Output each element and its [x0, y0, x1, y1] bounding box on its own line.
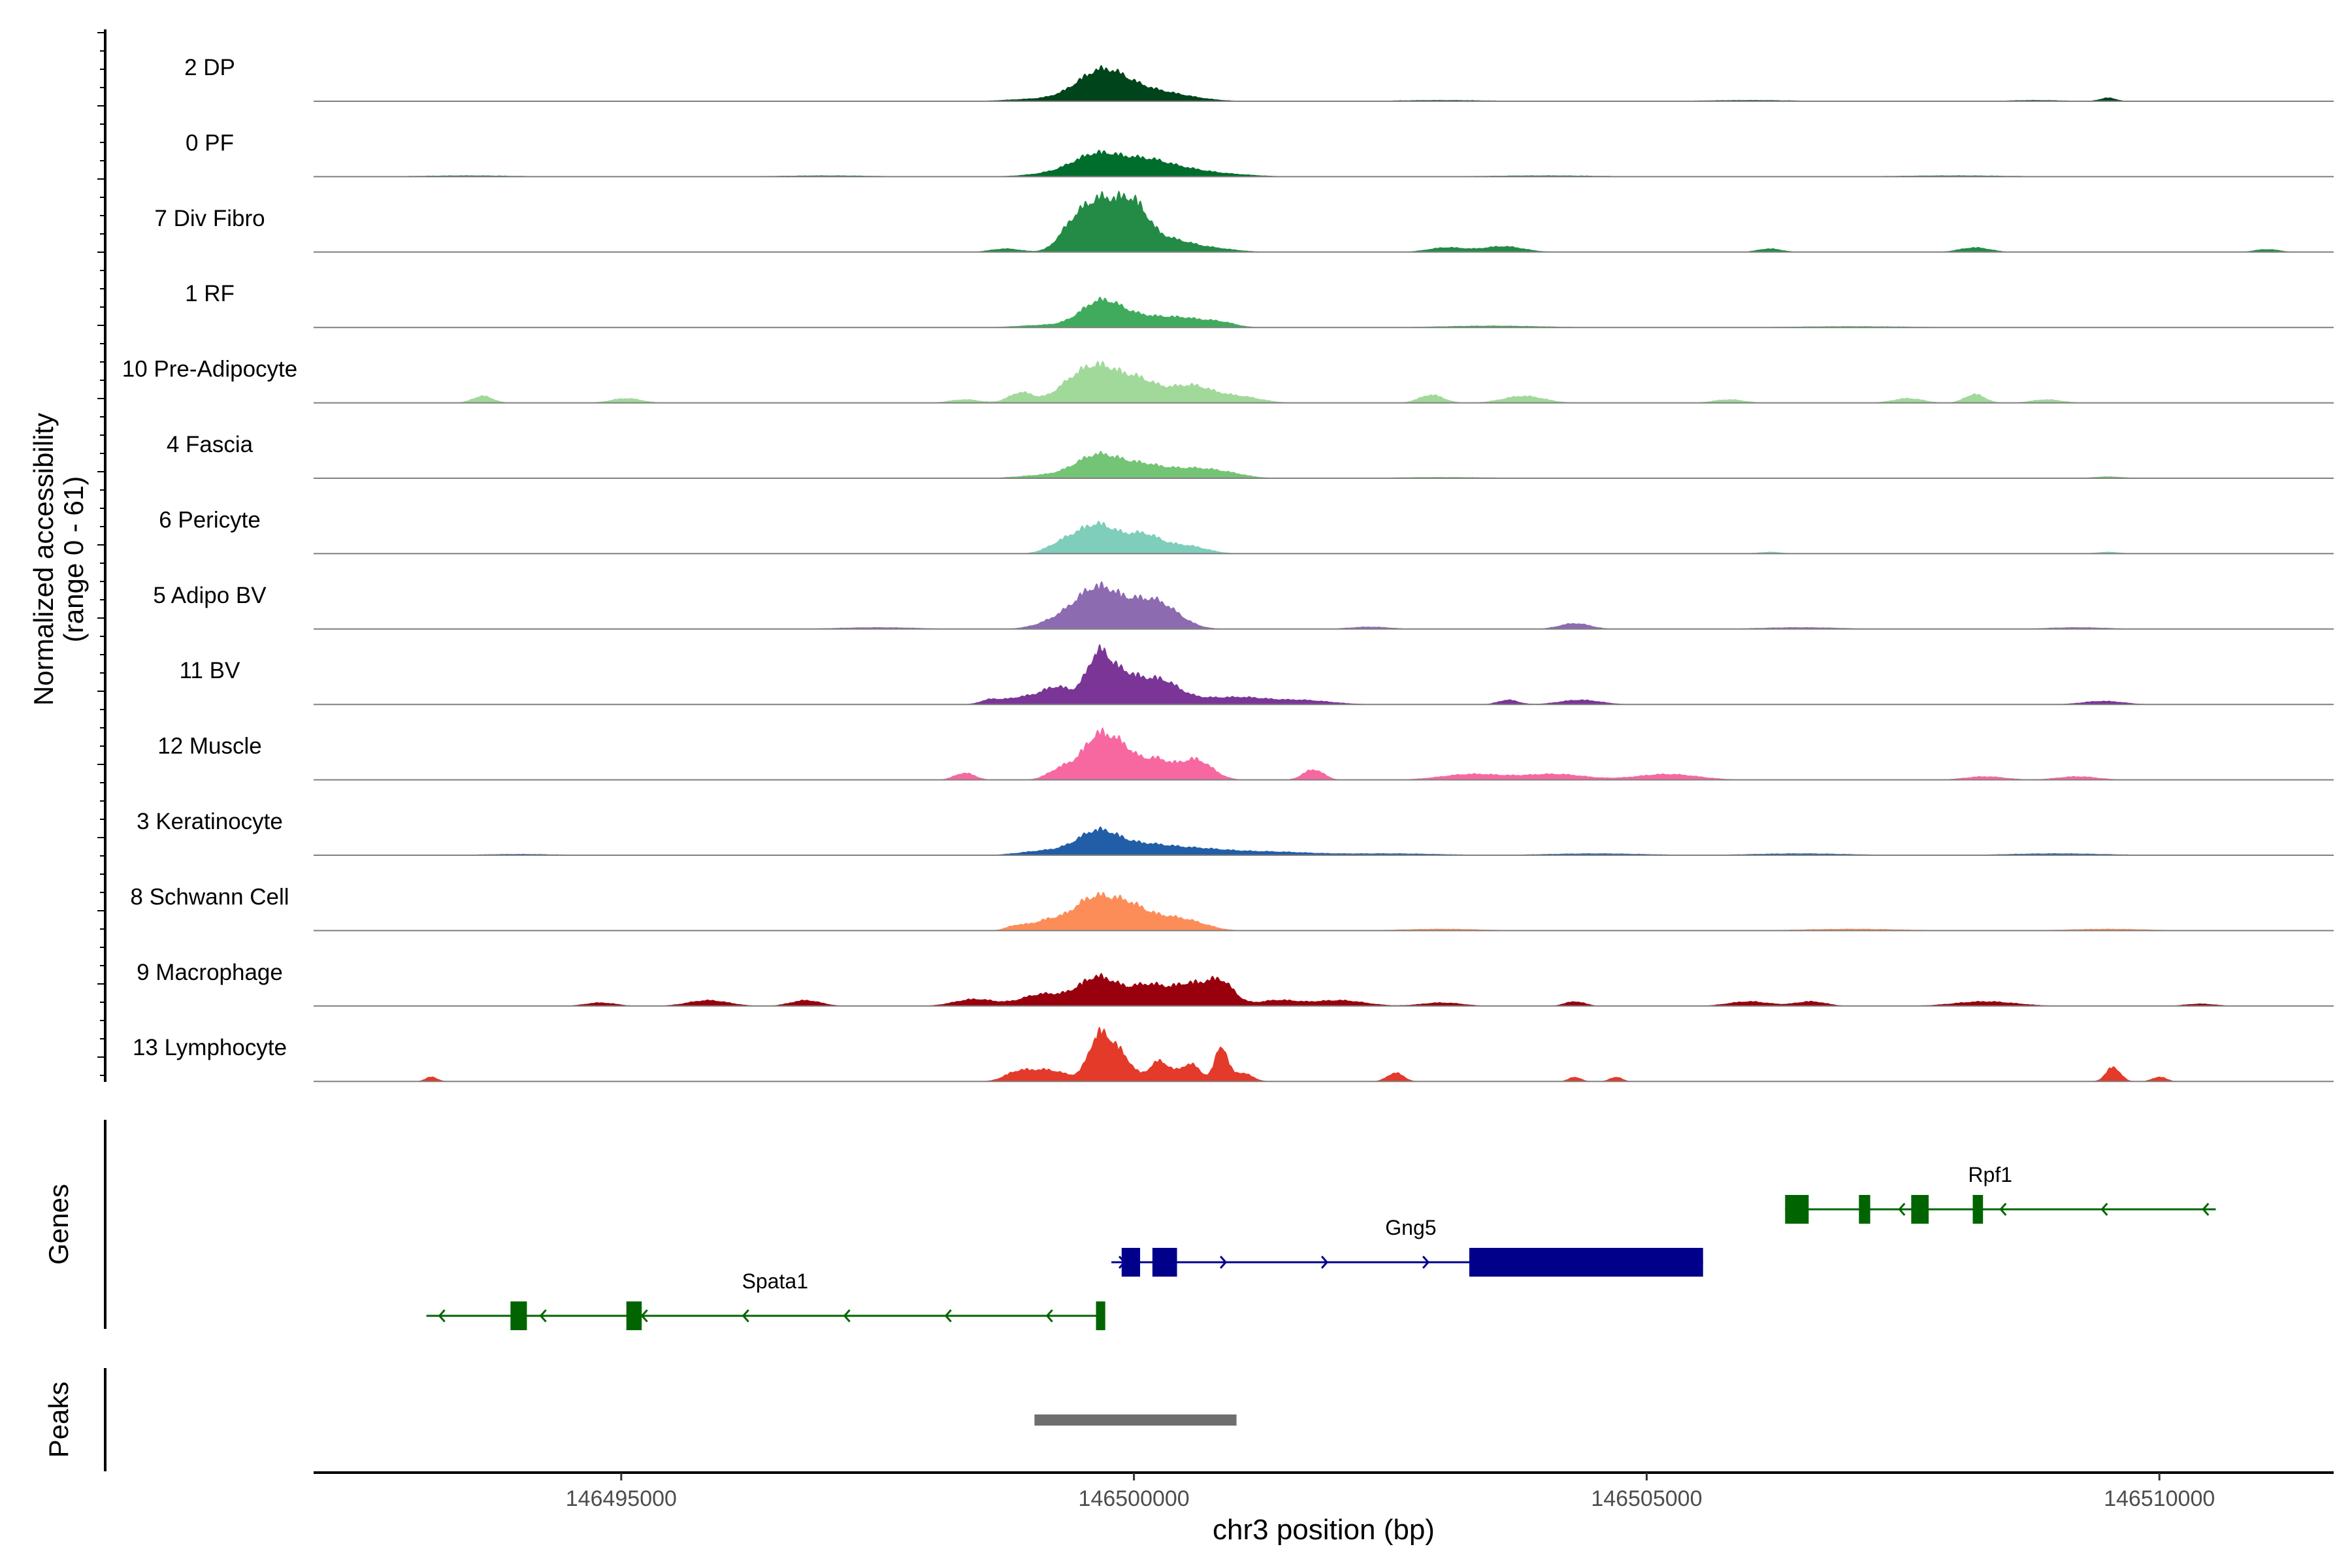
gene-label: Rpf1 — [1968, 1163, 2012, 1186]
gene-exon — [1469, 1248, 1703, 1277]
track-11: 3 Keratinocyte — [137, 809, 2334, 856]
track-14: 13 Lymphocyte — [133, 1026, 2334, 1083]
track-6: 4 Fascia — [167, 432, 2334, 479]
x-axis-label: chr3 position (bp) — [1213, 1514, 1435, 1546]
gene-exon — [1785, 1195, 1809, 1224]
gene-label: Gng5 — [1385, 1216, 1436, 1239]
track-coverage-area — [314, 520, 2334, 554]
strand-arrow — [640, 1309, 648, 1322]
x-tick-label: 146505000 — [1591, 1486, 1702, 1511]
x-axis-ticks: 146495000 146500000 146505000 146510000 — [566, 1473, 2215, 1511]
track-label: 0 PF — [186, 130, 234, 155]
gene-exon — [1859, 1195, 1870, 1224]
peaks-track-label: Peaks — [43, 1382, 74, 1458]
gene-exon — [1911, 1195, 1929, 1224]
track-label: 10 Pre-Adipocyte — [122, 357, 297, 382]
track-label: 7 Div Fibro — [154, 206, 265, 231]
track-label: 8 Schwann Cell — [130, 884, 289, 909]
track-4: 1 RF — [185, 281, 2334, 329]
x-tick-label: 146495000 — [566, 1486, 677, 1511]
strand-arrow — [1999, 1203, 2007, 1216]
peak-regions — [1034, 1414, 1237, 1426]
track-label: 12 Muscle — [157, 734, 262, 759]
gene-exon — [1152, 1248, 1177, 1277]
gene-exon — [510, 1301, 527, 1330]
gene-label: Spata1 — [742, 1269, 808, 1293]
gene-exon — [1972, 1195, 1984, 1224]
strand-arrow — [438, 1309, 446, 1322]
track-12: 8 Schwann Cell — [130, 884, 2334, 932]
gene-exon — [626, 1301, 642, 1330]
x-tick-label: 146500000 — [1079, 1486, 1190, 1511]
strand-arrow — [944, 1309, 952, 1322]
strand-arrow — [1045, 1309, 1053, 1322]
track-coverage-area — [314, 1026, 2334, 1082]
track-coverage-area — [314, 150, 2334, 177]
x-tick-label: 146510000 — [2104, 1486, 2215, 1511]
genes-track-label: Genes — [43, 1184, 74, 1265]
gene-exon — [1096, 1301, 1105, 1330]
gene-spata1: Spata1 — [426, 1269, 1105, 1330]
track-label: 1 RF — [185, 281, 235, 306]
coverage-tracks: 2 DP 0 PF 7 Div Fibro 1 RF 10 Pre-Adipocyte 4… — [122, 55, 2334, 1083]
peak-region — [1034, 1414, 1237, 1426]
gene-gng5: Gng5 — [1111, 1216, 1703, 1277]
strand-arrow — [1898, 1203, 1906, 1216]
track-13: 9 Macrophage — [137, 960, 2334, 1007]
track-7: 6 Pericyte — [159, 507, 2334, 555]
track-10: 12 Muscle — [157, 727, 2334, 781]
track-9: 11 BV — [180, 644, 2334, 706]
track-coverage-area — [314, 644, 2334, 705]
track-label: 11 BV — [180, 658, 240, 683]
track-label: 9 Macrophage — [137, 960, 283, 985]
track-8: 5 Adipo BV — [153, 581, 2334, 630]
track-coverage-area — [314, 581, 2334, 629]
track-label: 6 Pericyte — [159, 507, 261, 532]
track-1: 2 DP — [184, 55, 2334, 102]
gene-annotations: Spata1 Gng5 Rpf1 — [426, 1163, 2216, 1330]
track-coverage-area — [314, 190, 2334, 252]
strand-arrow — [1219, 1256, 1228, 1269]
track-coverage-area — [314, 892, 2334, 931]
track-coverage-area — [314, 360, 2334, 403]
gene-exon — [1121, 1248, 1141, 1277]
gene-rpf1: Rpf1 — [1785, 1163, 2216, 1224]
track-coverage-area — [314, 826, 2334, 855]
track-label: 13 Lymphocyte — [133, 1035, 287, 1060]
y-axis-range-label: (range 0 - 61) — [58, 476, 89, 642]
track-coverage-area — [314, 65, 2334, 101]
strand-arrow — [539, 1309, 547, 1322]
track-label: 3 Keratinocyte — [137, 809, 283, 834]
strand-arrow — [1320, 1256, 1329, 1269]
track-coverage-area — [314, 727, 2334, 780]
y-axis-label: Normalized accessibility — [28, 413, 59, 706]
strand-arrow — [2202, 1203, 2210, 1216]
strand-arrow — [2100, 1203, 2108, 1216]
track-5: 10 Pre-Adipocyte — [122, 357, 2334, 404]
strand-arrow — [1422, 1256, 1430, 1269]
track-coverage-area — [314, 973, 2334, 1006]
track-coverage-area — [314, 451, 2334, 478]
coverage-y-ticks — [97, 32, 105, 1076]
track-3: 7 Div Fibro — [154, 190, 2334, 253]
track-label: 2 DP — [184, 55, 235, 80]
strand-arrow — [742, 1309, 749, 1322]
track-label: 5 Adipo BV — [153, 583, 267, 608]
track-2: 0 PF — [186, 130, 2334, 178]
strand-arrow — [843, 1309, 851, 1322]
track-coverage-area — [314, 296, 2334, 328]
track-label: 4 Fascia — [167, 432, 253, 457]
coverage-y-label: Normalized accessibility (range 0 - 61) — [28, 413, 89, 706]
